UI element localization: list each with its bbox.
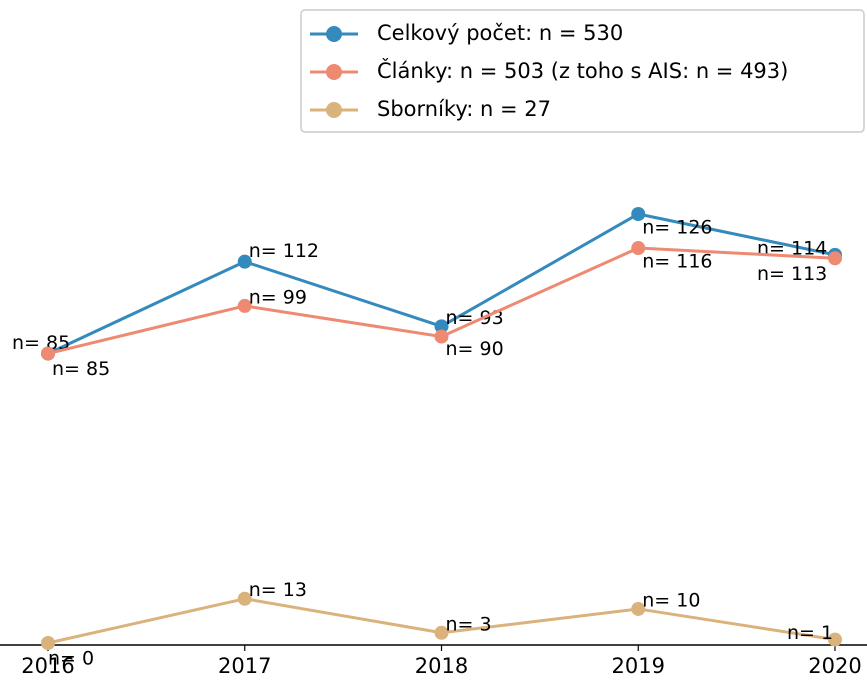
data-label: n= 93 xyxy=(446,307,504,329)
point xyxy=(434,625,449,640)
legend-box xyxy=(300,9,865,133)
point xyxy=(631,207,646,221)
x-tick-label: 2020 xyxy=(808,654,861,678)
point xyxy=(237,591,252,606)
legend-marker xyxy=(326,64,342,80)
point xyxy=(41,636,55,650)
legend-label: Články: n = 503 (z toho s AIS: n = 493) xyxy=(377,58,788,83)
data-label: n= 10 xyxy=(642,589,700,611)
data-label: n= 1 xyxy=(787,622,833,644)
point xyxy=(41,346,55,361)
data-label: n= 99 xyxy=(249,286,307,308)
point xyxy=(237,254,252,269)
data-label: n= 85 xyxy=(52,358,110,380)
point xyxy=(237,298,252,313)
x-tick-label: 2019 xyxy=(612,654,665,678)
point xyxy=(828,632,842,647)
x-tick-label: 2017 xyxy=(218,654,271,678)
data-label: n= 0 xyxy=(48,648,94,670)
data-label: n= 126 xyxy=(642,217,712,239)
point xyxy=(828,251,842,266)
data-label: n= 113 xyxy=(757,263,827,285)
data-label: n= 112 xyxy=(249,240,319,262)
point xyxy=(631,601,646,616)
point xyxy=(434,329,449,344)
legend-label: Sborníky: n = 27 xyxy=(377,97,551,121)
x-tick-label: 2018 xyxy=(415,654,468,678)
data-label: n= 116 xyxy=(642,251,712,273)
data-label: n= 85 xyxy=(12,332,70,354)
data-label: n= 3 xyxy=(446,613,492,635)
legend-marker xyxy=(326,26,342,42)
legend-marker xyxy=(326,102,342,118)
x-tick-label: 2016 xyxy=(21,654,74,678)
data-label: n= 13 xyxy=(249,579,307,601)
point xyxy=(434,319,449,334)
legend-label: Celkový počet: n = 530 xyxy=(377,21,623,45)
point xyxy=(631,241,646,256)
data-label: n= 90 xyxy=(446,338,504,360)
